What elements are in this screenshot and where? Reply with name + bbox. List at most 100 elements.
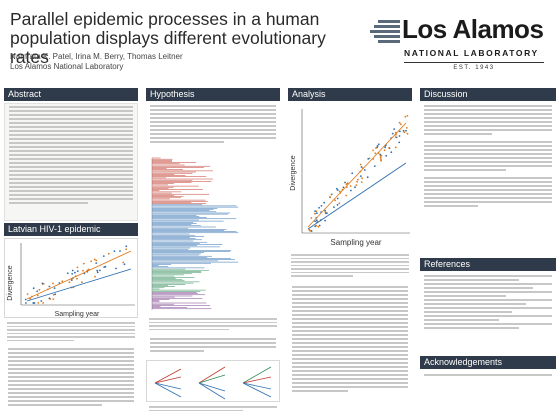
scatter-point [323, 201, 326, 204]
scatter-point [359, 175, 362, 177]
analysis-caption [288, 252, 412, 282]
scatter-point [48, 285, 51, 288]
acknowledgements-title: Acknowledgements [424, 357, 503, 367]
scatter-point [336, 189, 339, 191]
scatter-point [349, 185, 352, 187]
latvian-title: Latvian HIV-1 epidemic [8, 224, 101, 234]
author-affiliation: Los Alamos National Laboratory [10, 62, 124, 71]
scatter-point [402, 129, 405, 132]
scatter-point [122, 261, 125, 264]
scatter-point [385, 154, 388, 157]
scatter-point [53, 287, 56, 289]
scatter-point [113, 250, 116, 253]
scatter-point [377, 143, 380, 146]
scatter-point [405, 127, 408, 129]
right-scatter-figure: Divergence Sampling year [288, 103, 412, 251]
scatter-point [342, 186, 345, 189]
scatter-point [41, 282, 44, 285]
diagram-panel-c [242, 366, 272, 398]
scatter-point [372, 149, 374, 152]
scatter-point [107, 252, 110, 255]
scatter-point [36, 290, 39, 293]
scatter-point [315, 219, 318, 222]
left-figure-caption [4, 320, 138, 344]
scatter-point [115, 267, 117, 270]
scatter-point [314, 225, 317, 228]
analysis-body [288, 284, 412, 416]
scatter-point [394, 136, 397, 138]
scatter-point [99, 269, 101, 272]
scatter-point [379, 157, 382, 159]
scatter-point [355, 184, 358, 186]
scatter-point [310, 230, 313, 232]
scatter-point [335, 187, 338, 190]
references-body [420, 273, 556, 345]
hypothesis-body [146, 103, 280, 153]
scatter-point [119, 250, 121, 252]
abstract-body [4, 103, 138, 221]
left-plot-xlabel: Sampling year [55, 311, 100, 318]
logo-est: EST. 1943 [404, 62, 544, 71]
scatter-point [93, 258, 96, 261]
scatter-point [354, 186, 356, 189]
hypothesis-body-2 [146, 336, 280, 358]
scatter-point [318, 206, 320, 209]
scatter-point [123, 263, 126, 266]
scatter-point [346, 182, 349, 185]
scatter-point [71, 273, 74, 275]
scatter-point [406, 115, 409, 117]
scatter-point [394, 146, 397, 149]
latvian-header: Latvian HIV-1 epidemic [4, 223, 138, 236]
right-plot-xlabel: Sampling year [330, 238, 381, 247]
analysis-title: Analysis [292, 89, 326, 99]
scatter-point [24, 298, 27, 301]
scatter-point [26, 293, 29, 295]
scatter-point [388, 146, 390, 149]
scatter-point [345, 183, 348, 186]
scatter-point [125, 245, 128, 248]
scatter-point [42, 302, 44, 304]
scatter-point [82, 269, 84, 272]
scatter-point [32, 287, 35, 290]
scatter-point [310, 217, 313, 219]
right-plot-ylabel: Divergence [290, 155, 297, 191]
scatter-point [384, 146, 386, 149]
scatter-point [40, 300, 43, 302]
scatter-point [329, 196, 332, 199]
scatter-point [404, 115, 407, 118]
scatter-point [393, 128, 396, 130]
scatter-point [314, 212, 316, 215]
scatter-point [315, 212, 318, 215]
scatter-point [350, 189, 352, 192]
scatter-point [76, 266, 79, 269]
scatter-point [390, 151, 393, 154]
left-plot-ylabel: Divergence [7, 265, 14, 301]
logo-subtitle: NATIONAL LABORATORY [404, 48, 539, 58]
poster-title: Parallel epidemic processes in a human p… [10, 9, 326, 67]
scatter-point [380, 159, 382, 162]
scatter-point [38, 288, 41, 291]
right-scatter-plot: Divergence Sampling year [290, 109, 410, 247]
scatter-point [103, 266, 106, 268]
scatter-point [52, 298, 55, 300]
author-names: Namrata K. Patel, Irina M. Berry, Thomas… [10, 52, 183, 61]
scatter-point [90, 260, 92, 263]
scatter-point [68, 281, 71, 284]
hypothesis-title: Hypothesis [150, 89, 195, 99]
logo-name: Los Alamos [402, 14, 544, 44]
scatter-point [344, 181, 346, 184]
scatter-point [37, 302, 40, 304]
scatter-point [317, 225, 320, 228]
scatter-point [25, 302, 27, 304]
scatter-point [391, 132, 394, 135]
scatter-point [95, 262, 98, 264]
acknowledgements-body [420, 372, 556, 382]
phylogeny-tree [151, 157, 239, 310]
scatter-point [70, 279, 73, 281]
scatter-point [71, 269, 74, 272]
scatter-point [356, 180, 358, 183]
scatter-point [334, 199, 336, 202]
scatter-point [96, 269, 99, 272]
scatter-point [374, 152, 377, 155]
logo-mark-icon [370, 20, 400, 52]
